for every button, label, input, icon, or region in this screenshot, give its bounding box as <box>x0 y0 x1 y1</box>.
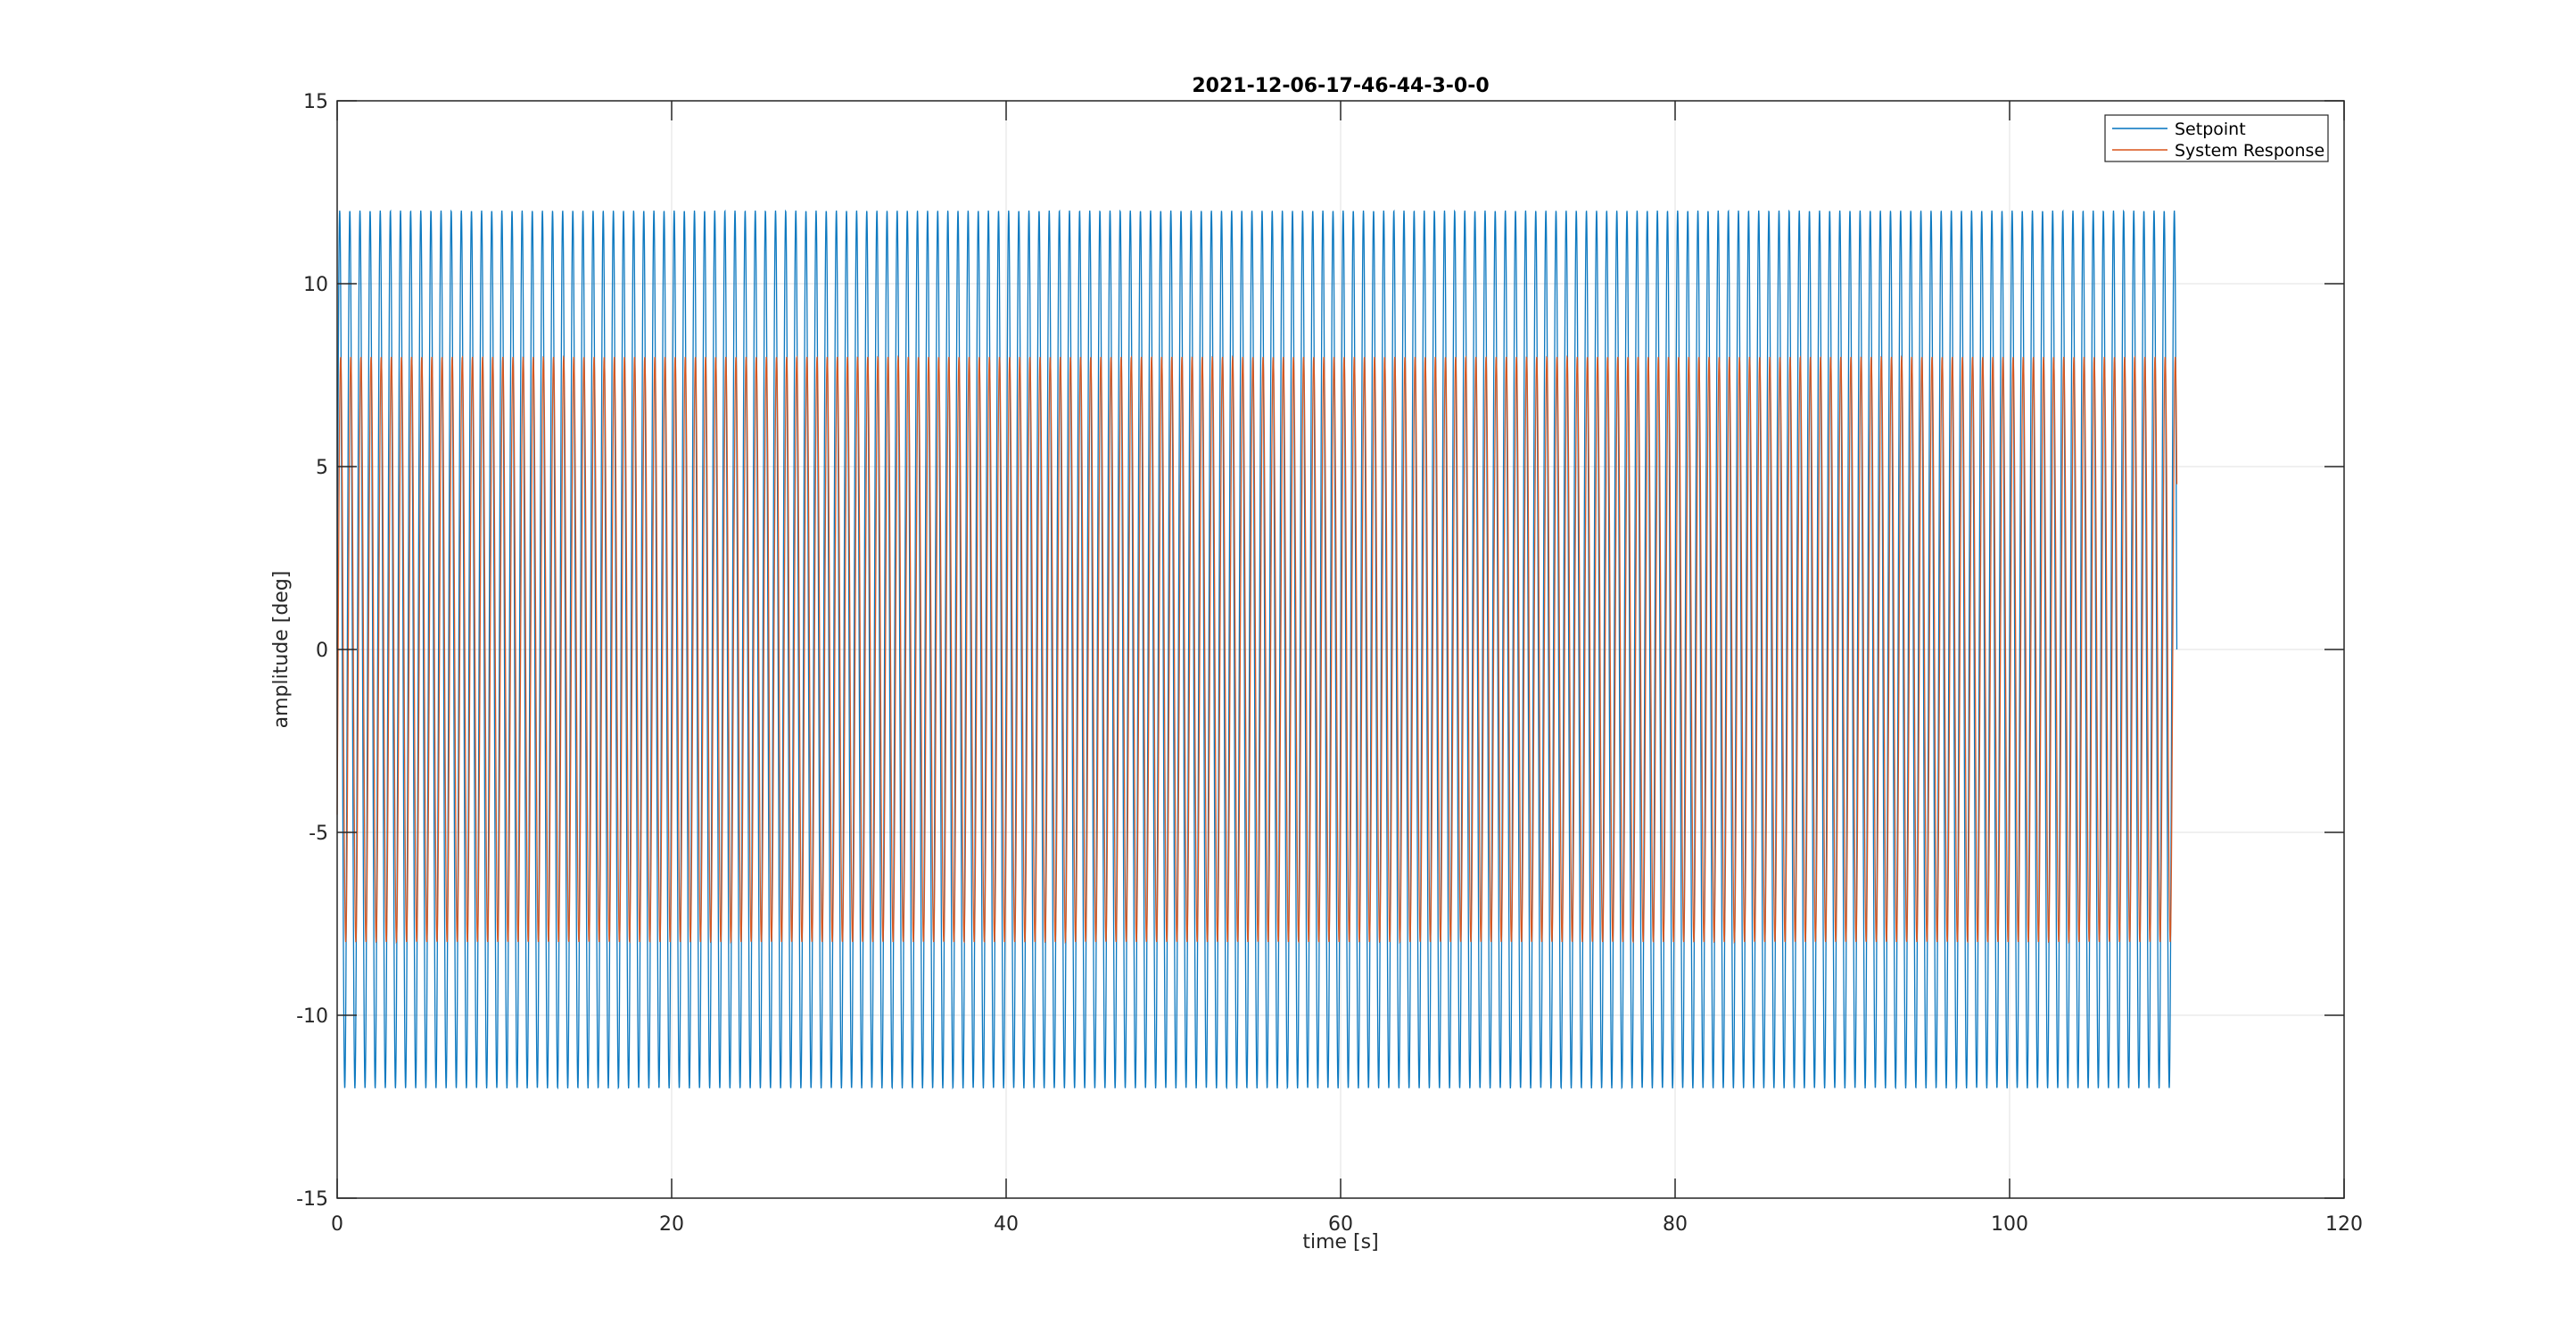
y-tick-label: -5 <box>309 823 328 845</box>
x-tick-label: 20 <box>659 1213 684 1236</box>
y-tick-label: 5 <box>316 457 328 479</box>
legend-box <box>2104 114 2329 162</box>
x-tick-label: 80 <box>1663 1213 1688 1236</box>
x-tick-label: 40 <box>994 1213 1019 1236</box>
y-tick-label: 0 <box>316 640 328 662</box>
chart-title: 2021-12-06-17-46-44-3-0-0 <box>1192 75 1489 97</box>
x-tick-label: 120 <box>2325 1213 2363 1236</box>
x-tick-label: 60 <box>1328 1213 1353 1236</box>
x-tick-label: 0 <box>331 1213 343 1236</box>
x-axis-label: time [s] <box>1302 1231 1378 1253</box>
plot-series <box>336 209 2178 1090</box>
axis-ticks: 0 20 40 60 80 100 120 -15 -10 -5 0 5 10 15 <box>296 91 2363 1236</box>
x-tick-label: 100 <box>1991 1213 2028 1236</box>
y-tick-label: -15 <box>296 1188 328 1211</box>
series-line-system-response <box>336 355 2178 944</box>
y-tick-label: 15 <box>303 91 328 113</box>
y-axis-label: amplitude [deg] <box>270 571 293 729</box>
y-tick-label: -10 <box>296 1005 328 1028</box>
legend-label-setpoint: Setpoint <box>2175 120 2246 139</box>
legend: Setpoint System Response <box>2104 114 2329 162</box>
y-tick-label: 10 <box>303 274 328 296</box>
series-line-setpoint <box>336 209 2178 1090</box>
legend-label-system-response: System Response <box>2175 141 2324 161</box>
